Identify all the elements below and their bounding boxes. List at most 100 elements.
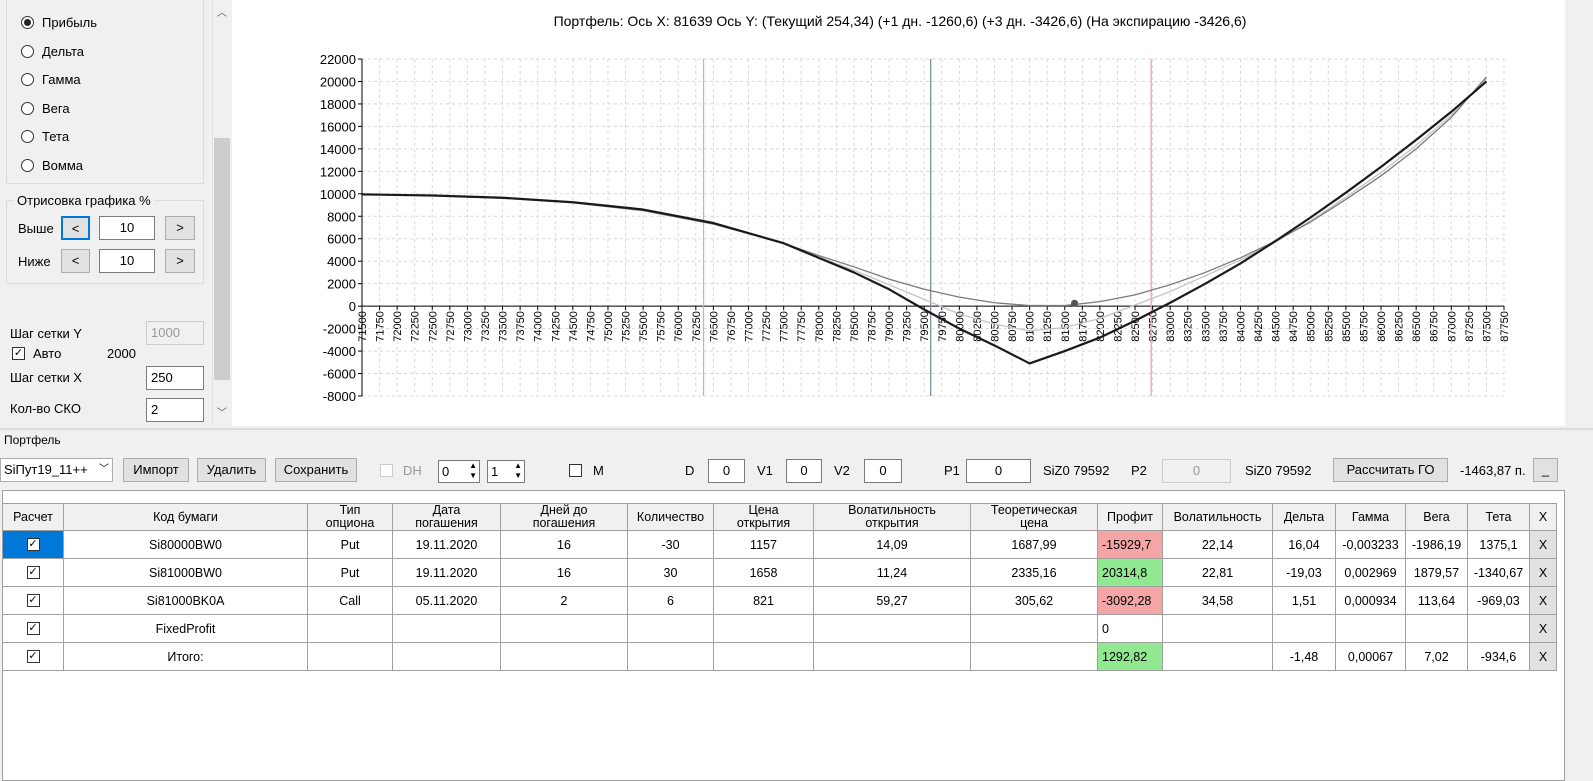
radio-button[interactable]	[21, 158, 34, 172]
button[interactable]: Рассчитать ГО	[1333, 458, 1448, 482]
x-tick-label: 76250	[691, 311, 703, 342]
scrollbar[interactable]: ︿ ﹀	[212, 0, 230, 425]
remove-button[interactable]: X	[1529, 642, 1557, 671]
textbox[interactable]: 10	[99, 216, 155, 240]
splitter[interactable]	[0, 428, 1593, 430]
x-tick-label: 73250	[480, 311, 492, 342]
check-cell[interactable]: ✓	[2, 530, 64, 559]
combobox[interactable]: SiПут19_11++ ﹀	[0, 458, 113, 482]
column-header[interactable]: Тета	[1467, 503, 1530, 531]
spinner[interactable]: 0 ▲ ▼	[438, 460, 480, 483]
textbox[interactable]: 10	[99, 249, 155, 273]
portfolio-table: Расчет Код бумаги Тип опциона Дата погашени…	[2, 503, 1557, 671]
x-tick-label: 80000	[954, 311, 966, 342]
y-tick-label: -2000	[323, 322, 356, 337]
column-header[interactable]: Дата погашения	[392, 503, 501, 531]
table-row[interactable]: ✓ FixedProfit 0 X	[2, 614, 1557, 643]
remove-button[interactable]: X	[1529, 586, 1557, 615]
checkbox[interactable]: ✓	[26, 594, 40, 607]
y-tick-label: 8000	[327, 209, 356, 224]
remove-button[interactable]: X	[1529, 530, 1557, 559]
button[interactable]: Сохранить	[275, 458, 357, 482]
checkbox[interactable]	[569, 464, 582, 477]
x-tick-label: 72250	[410, 311, 422, 342]
column-header[interactable]: Гамма	[1335, 503, 1406, 531]
button[interactable]: <	[61, 249, 90, 273]
button[interactable]: Импорт	[123, 458, 189, 482]
checkbox[interactable]: ✓	[26, 650, 40, 663]
column-header[interactable]: Количество	[627, 503, 714, 531]
column-header[interactable]: Волатильность	[1162, 503, 1273, 531]
column-header[interactable]: Теоретическая цена	[970, 503, 1098, 531]
cell: 11,24	[813, 558, 971, 587]
y-tick-label: 20000	[320, 74, 356, 89]
column-header[interactable]: Тип опциона	[307, 503, 393, 531]
textbox[interactable]: 0	[708, 459, 745, 483]
check-cell[interactable]: ✓	[2, 586, 64, 615]
column-header[interactable]: Расчет	[2, 503, 64, 531]
button[interactable]: _	[1533, 458, 1558, 482]
table-row[interactable]: ✓ Si81000BW0 Put 19.11.2020 16 30 1658 11,24 233…	[2, 558, 1557, 587]
textbox[interactable]: 0	[966, 459, 1031, 483]
cell	[713, 614, 814, 643]
column-header[interactable]: Вега	[1405, 503, 1468, 531]
radio-button[interactable]	[21, 73, 34, 86]
check-cell[interactable]: ✓	[2, 558, 64, 587]
cell: 16	[500, 558, 628, 587]
button[interactable]: Удалить	[197, 458, 266, 482]
column-header[interactable]: Дней до погашения	[500, 503, 628, 531]
textbox[interactable]: 0	[864, 459, 902, 483]
textbox[interactable]: 0	[786, 459, 822, 483]
x-tick-label: 79750	[937, 311, 949, 342]
column-header[interactable]: Профит	[1097, 503, 1163, 531]
radio-button[interactable]	[21, 16, 34, 29]
radio-button[interactable]	[21, 101, 34, 115]
remove-button[interactable]: X	[1529, 614, 1557, 643]
cell: 1157	[713, 530, 814, 559]
textbox[interactable]: 2	[146, 398, 204, 422]
cell: 1687,99	[970, 530, 1098, 559]
cell: Итого:	[63, 642, 308, 671]
column-header[interactable]: Цена открытия	[713, 503, 814, 531]
checkbox[interactable]: ✓	[26, 566, 40, 579]
button[interactable]: >	[165, 216, 195, 240]
textbox[interactable]: 250	[146, 366, 204, 390]
button[interactable]: <	[61, 216, 90, 240]
column-header[interactable]: X	[1529, 503, 1557, 531]
label: Шаг сетки X	[10, 370, 82, 385]
column-header[interactable]: Дельта	[1272, 503, 1336, 531]
y-tick-label: 16000	[320, 119, 356, 134]
x-tick-label: 77250	[761, 311, 773, 342]
checkbox[interactable]: ✓	[26, 538, 40, 551]
table-row[interactable]: ✓ Si81000BK0A Call 05.11.2020 2 6 821 59,27 305,…	[2, 586, 1557, 615]
checkbox[interactable]: ✓	[12, 347, 25, 360]
cell: -969,03	[1467, 586, 1530, 615]
cell: -1340,67	[1467, 558, 1530, 587]
cell	[970, 614, 1098, 643]
remove-button[interactable]: X	[1529, 558, 1557, 587]
x-tick-label: 73500	[498, 311, 510, 342]
x-tick-label: 75000	[603, 311, 615, 342]
radio-button[interactable]	[21, 130, 34, 143]
check-cell[interactable]: ✓	[2, 642, 64, 671]
table-row[interactable]: ✓ Si80000BW0 Put 19.11.2020 16 -30 1157 14,09 16…	[2, 530, 1557, 559]
x-tick-label: 87500	[1481, 311, 1493, 342]
cell: 19.11.2020	[392, 558, 501, 587]
cell: 16	[500, 530, 628, 559]
scroll-thumb[interactable]	[214, 138, 230, 380]
column-header[interactable]: Волатильность открытия	[813, 503, 971, 531]
column-header[interactable]: Код бумаги	[63, 503, 308, 531]
combo-text: SiПут19_11++	[4, 462, 88, 477]
cell: 305,62	[970, 586, 1098, 615]
cell: 20314,8	[1097, 558, 1163, 587]
cell: Call	[307, 586, 393, 615]
button[interactable]: >	[165, 249, 195, 273]
table-row[interactable]: ✓ Итого: 1292,82 -1,48 0,00067 7,02 -934,6 X	[2, 642, 1557, 671]
y-tick-label: 14000	[320, 142, 356, 157]
checkbox[interactable]: ✓	[26, 622, 40, 635]
x-tick-label: 75250	[621, 311, 633, 342]
cell	[1162, 642, 1273, 671]
check-cell[interactable]: ✓	[2, 614, 64, 643]
radio-button[interactable]	[21, 44, 34, 58]
spinner[interactable]: 1 ▲ ▼	[487, 460, 525, 483]
